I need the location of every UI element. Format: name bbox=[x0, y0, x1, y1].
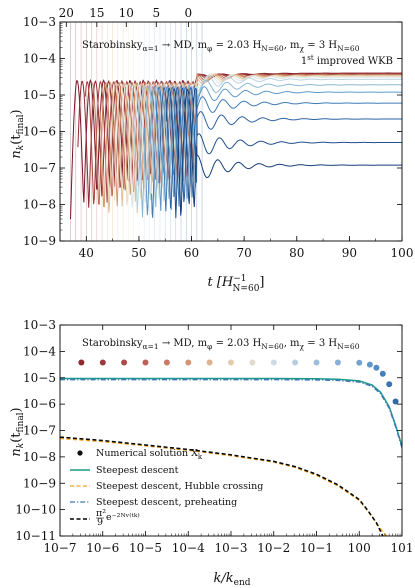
bottom-series-line bbox=[60, 377, 402, 447]
top-y-tick-label: 10−3 bbox=[23, 15, 56, 29]
bottom-x-tick-label: 10−7 bbox=[44, 541, 77, 555]
legend-label-numerical: Numerical solution Xk bbox=[96, 448, 203, 461]
bottom-data-point bbox=[386, 381, 393, 388]
top-secondary-tick-label: 15 bbox=[89, 6, 104, 20]
bottom-data-point bbox=[392, 398, 399, 405]
bottom-data-point bbox=[313, 359, 320, 366]
top-method-label: 1st improved WKB bbox=[301, 54, 393, 67]
top-secondary-tick-label: 10 bbox=[119, 6, 134, 20]
top-y-axis-label: nk(tfinal) bbox=[9, 109, 26, 158]
bottom-y-tick-label: 10−11 bbox=[15, 529, 56, 543]
top-series-line bbox=[84, 73, 402, 205]
top-x-tick-label: 70 bbox=[237, 246, 252, 260]
bottom-data-point bbox=[334, 359, 341, 366]
legend-label-approx-exponent: e⁻²ᴺᵛ⁽ᵗᵏ⁾ bbox=[106, 512, 140, 523]
bottom-y-tick-label: 10−9 bbox=[23, 476, 56, 490]
bottom-y-tick-label: 10−5 bbox=[23, 371, 56, 385]
bottom-axes-ticks: 10−7 10−6 10−5 10−4 10−3 10−2 10−1 100 10110−111… bbox=[15, 318, 413, 555]
top-title: Starobinskyα=1 → MD, mφ = 2.03 HN=60, mχ… bbox=[82, 40, 360, 53]
bottom-data-point bbox=[78, 359, 85, 366]
bottom-data-point bbox=[121, 359, 128, 366]
top-series-line bbox=[136, 79, 402, 218]
bottom-y-tick-label: 10−3 bbox=[23, 318, 56, 332]
bottom-data-point bbox=[292, 359, 299, 366]
top-y-tick-label: 10−5 bbox=[23, 88, 56, 102]
legend-label-steepest-descent: Steepest descent bbox=[96, 465, 179, 476]
top-series-line bbox=[173, 87, 402, 216]
bottom-data-point bbox=[163, 359, 170, 366]
top-series-line bbox=[129, 75, 402, 214]
top-x-tick-label: 50 bbox=[131, 246, 146, 260]
bottom-x-tick-label: 10−3 bbox=[215, 541, 248, 555]
bottom-title: Starobinskyα=1 → MD, mφ = 2.03 HN=60, mχ… bbox=[82, 338, 360, 351]
bottom-panel: 10−7 10−6 10−5 10−4 10−3 10−2 10−1 100 10110−111… bbox=[9, 318, 413, 588]
top-series-line bbox=[143, 85, 402, 216]
bottom-legend: Numerical solution Xk Steepest descent S… bbox=[70, 448, 263, 528]
top-y-tick-label: 10−6 bbox=[23, 125, 56, 139]
bottom-data-point bbox=[373, 364, 380, 371]
bottom-data-point bbox=[379, 370, 386, 377]
bottom-y-tick-label: 10−8 bbox=[23, 450, 56, 464]
top-secondary-tick-label: 20 bbox=[59, 6, 74, 20]
bottom-data-point bbox=[142, 359, 149, 366]
bottom-data-point bbox=[366, 361, 373, 368]
bottom-x-axis-label: k/kend bbox=[213, 571, 250, 588]
top-x-tick-label: 60 bbox=[184, 246, 199, 260]
top-x-axis-label: t [H−1 N=60] bbox=[208, 274, 265, 294]
bottom-data-point bbox=[228, 359, 234, 366]
top-y-tick-label: 10−7 bbox=[23, 161, 56, 175]
legend-marker-numerical bbox=[77, 450, 83, 456]
bottom-y-tick-label: 10−7 bbox=[23, 424, 56, 438]
legend-label-approx-numerator: π² bbox=[96, 508, 106, 519]
bottom-x-tick-label: 101 bbox=[391, 541, 414, 555]
bottom-series-line bbox=[60, 437, 388, 536]
top-series-line bbox=[151, 85, 402, 218]
bottom-y-tick-label: 10−4 bbox=[23, 344, 56, 358]
top-plot-frame bbox=[59, 21, 403, 242]
legend-label-preheating: Steepest descent, preheating bbox=[96, 497, 237, 508]
bottom-x-tick-label: 10−1 bbox=[300, 541, 333, 555]
bottom-y-tick-label: 10−6 bbox=[23, 397, 56, 411]
bottom-series-line bbox=[60, 436, 384, 536]
top-y-tick-label: 10−8 bbox=[23, 198, 56, 212]
top-curves bbox=[70, 22, 402, 241]
bottom-y-axis-label: nk(tfinal) bbox=[9, 407, 26, 456]
top-series-line bbox=[158, 86, 402, 211]
top-series-line bbox=[121, 73, 402, 208]
top-x-tick-label: 40 bbox=[79, 246, 94, 260]
bottom-x-tick-label: 10−6 bbox=[86, 541, 119, 555]
top-panel: 40 50 60 70 80 90 10010−910−810−710−610−510−41… bbox=[9, 6, 413, 294]
bottom-points bbox=[78, 359, 399, 405]
top-axes-ticks: 40 50 60 70 80 90 10010−910−810−710−610−510−41… bbox=[23, 6, 413, 260]
bottom-x-tick-label: 10−5 bbox=[129, 541, 162, 555]
bottom-y-tick-label: 10−10 bbox=[15, 503, 56, 517]
bottom-data-point bbox=[185, 359, 192, 366]
top-x-tick-label: 80 bbox=[289, 246, 304, 260]
legend-label-hubble-crossing: Steepest descent, Hubble crossing bbox=[96, 481, 263, 492]
bottom-x-tick-label: 10−4 bbox=[172, 541, 205, 555]
bottom-data-point bbox=[206, 359, 213, 366]
top-secondary-tick-label: 5 bbox=[152, 6, 160, 20]
top-series-line bbox=[165, 87, 402, 219]
legend-label-approx-denominator: 9 bbox=[97, 517, 103, 528]
top-x-tick-label: 100 bbox=[391, 246, 414, 260]
top-y-tick-label: 10−4 bbox=[23, 52, 56, 66]
bottom-data-point bbox=[99, 359, 106, 366]
bottom-x-tick-label: 10−2 bbox=[257, 541, 290, 555]
bottom-data-point bbox=[249, 359, 256, 366]
top-secondary-tick-label: 0 bbox=[185, 6, 193, 20]
bottom-x-tick-label: 100 bbox=[348, 541, 371, 555]
bottom-series-line bbox=[60, 378, 402, 448]
bottom-curves bbox=[60, 377, 402, 536]
bottom-data-point bbox=[356, 359, 363, 366]
bottom-data-point bbox=[270, 359, 277, 366]
top-y-tick-label: 10−9 bbox=[23, 234, 56, 248]
top-x-tick-label: 90 bbox=[342, 246, 357, 260]
